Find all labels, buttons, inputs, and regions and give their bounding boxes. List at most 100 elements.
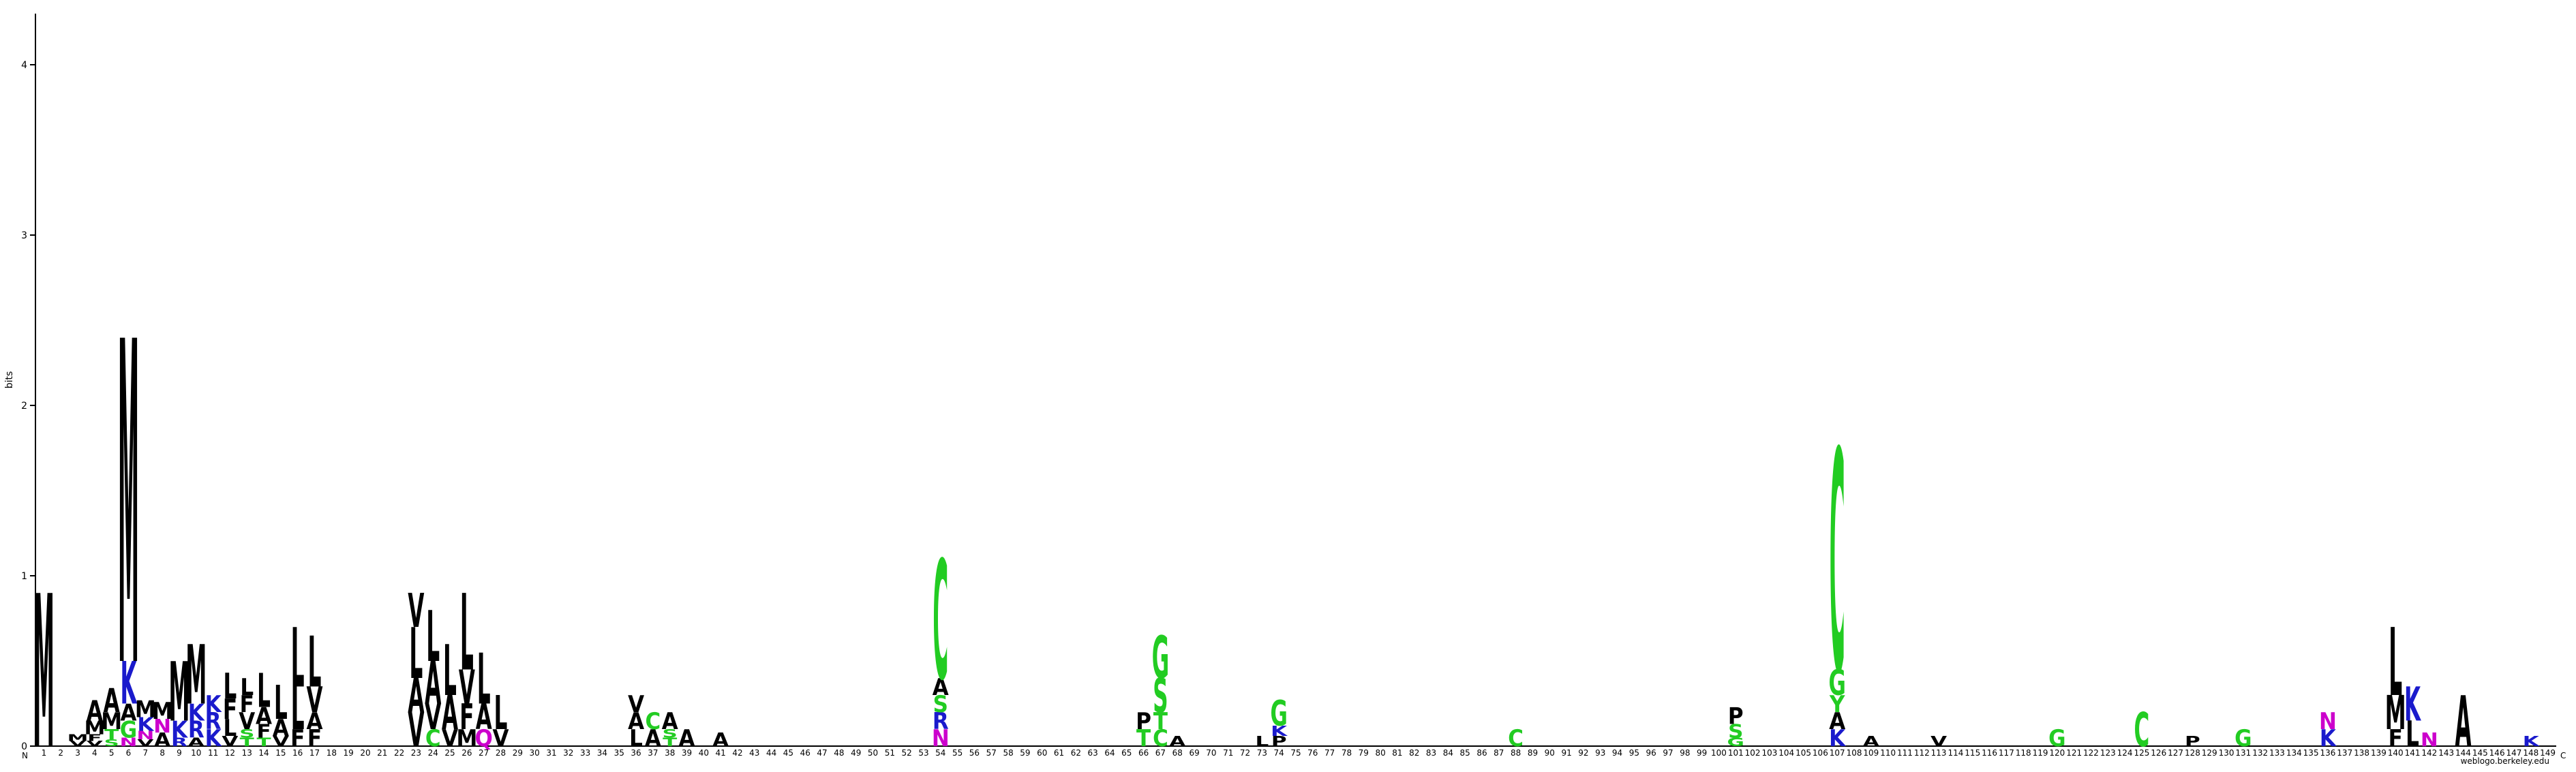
x-tick-label: 41 [716,748,726,758]
logo-letter: S [104,737,119,748]
logo-letter: R [933,708,949,735]
x-tick-label: 52 [902,748,912,758]
logo-letter: K [188,699,206,726]
x-tick-label: 91 [1561,748,1571,758]
x-tick-label: 148 [2523,748,2539,758]
x-tick-label: 99 [1697,748,1707,758]
x-tick-label: 111 [1897,748,1913,758]
logo-letter: R [205,708,222,735]
logo-letter: C [2134,703,2150,758]
x-tick-label: 54 [935,748,945,758]
logo-letter: T [663,735,677,749]
logo-letter: L [308,622,322,703]
logo-letter: L [426,596,440,677]
logo-letter: F [256,720,271,742]
x-tick-label: 112 [1914,748,1930,758]
logo-letter: A [1863,734,1880,750]
logo-letter: L [494,686,508,741]
logo-letter: T [104,727,119,743]
x-tick-label: 135 [2303,748,2319,758]
x-tick-label: 33 [580,748,590,758]
x-tick-label: 63 [1088,748,1098,758]
x-tick-label: 88 [1511,748,1521,758]
x-tick-label: 110 [1880,748,1896,758]
logo-letter: A [712,729,729,751]
logo-letter: P [1271,734,1287,750]
logo-letter: R [188,716,204,743]
logo-letter: A [645,725,662,752]
x-tick-label: 5 [109,748,115,758]
x-tick-label: 123 [2100,748,2116,758]
logo-letter: L [291,611,305,707]
logo-letter: V [628,691,645,718]
logo-letter: F [87,732,102,743]
x-tick-label: 127 [2168,748,2183,758]
y-tick-label: 1 [21,571,27,582]
logo-letter: G [1152,625,1169,693]
logo-letter: N [2319,708,2337,735]
logo-letter: L [2389,609,2402,717]
logo-letter: V [87,740,103,748]
credit-label: weblogo.berkeley.edu [2461,756,2549,766]
logo-letter: V [1930,734,1948,750]
x-tick-label: 7 [143,748,149,758]
logo-letter: M [152,698,173,725]
logo-letter: L [477,639,491,720]
y-tick-label: 0 [21,741,27,752]
x-tick-label: 140 [2388,748,2404,758]
x-tick-label: 106 [1813,748,1828,758]
x-tick-labels: 1 2 3 4 5 6 7 8 9 10 11 12 13 14 15 16 17 18 19 20 21 22 23 24 2… [42,748,2556,758]
x-tick-label: 8 [160,748,165,758]
x-tick-label: 45 [783,748,793,758]
x-tick-label: 34 [597,748,607,758]
x-tick-label: 40 [699,748,709,758]
x-tick-label: 97 [1663,748,1673,758]
logo-letter: A [121,699,138,726]
logo-letter: F [307,725,322,752]
logo-letter: A [933,674,950,701]
x-tick-label: 131 [2235,748,2251,758]
logo-letter: N [2421,729,2438,751]
x-tick-label: 4 [92,748,97,758]
logo-letter: K [205,691,223,718]
x-tick-label: 113 [1931,748,1947,758]
logo-letter: F [240,691,254,718]
x-tick-label: 138 [2354,748,2369,758]
x-tick-label: 137 [2337,748,2352,758]
x-tick-label: 143 [2438,748,2454,758]
x-tick-label: 49 [851,748,861,758]
logo-letter: K [2320,725,2337,752]
logo-letter: N [120,735,138,749]
x-tick-label: 117 [1999,748,2014,758]
x-tick-label: 30 [530,748,540,758]
x-tick-label: 6 [126,748,132,758]
x-tick-label: 130 [2219,748,2234,758]
x-tick-label: 2 [58,748,63,758]
logo-letter: K [137,713,154,735]
x-tick-label: 149 [2540,748,2556,758]
logo-letter: L [224,715,237,742]
logo-letter: V [70,740,86,748]
x-tick-label: 114 [1948,748,1963,758]
logo-letter: L [224,667,237,707]
x-tick-label: 134 [2286,748,2302,758]
x-tick-label: 107 [1830,748,1845,758]
x-tick-label: 145 [2472,748,2488,758]
x-tick-label: 13 [242,748,252,758]
x-tick-label: 124 [2117,748,2133,758]
x-tick-label: 98 [1680,748,1690,758]
x-tick-label: 44 [766,748,776,758]
logo-letter: G [1727,735,1744,749]
x-tick-label: 64 [1104,748,1115,758]
logo-letter: A [628,708,645,735]
x-tick-label: 50 [868,748,878,758]
x-tick-label: 62 [1071,748,1081,758]
x-tick-label: 56 [969,748,980,758]
x-tick-label: 38 [665,748,675,758]
x-tick-label: 59 [1020,748,1030,758]
logo-letter: V [137,737,154,748]
logo-letter: G [2234,725,2252,752]
x-tick-label: 68 [1172,748,1183,758]
x-tick-label: 81 [1392,748,1402,758]
